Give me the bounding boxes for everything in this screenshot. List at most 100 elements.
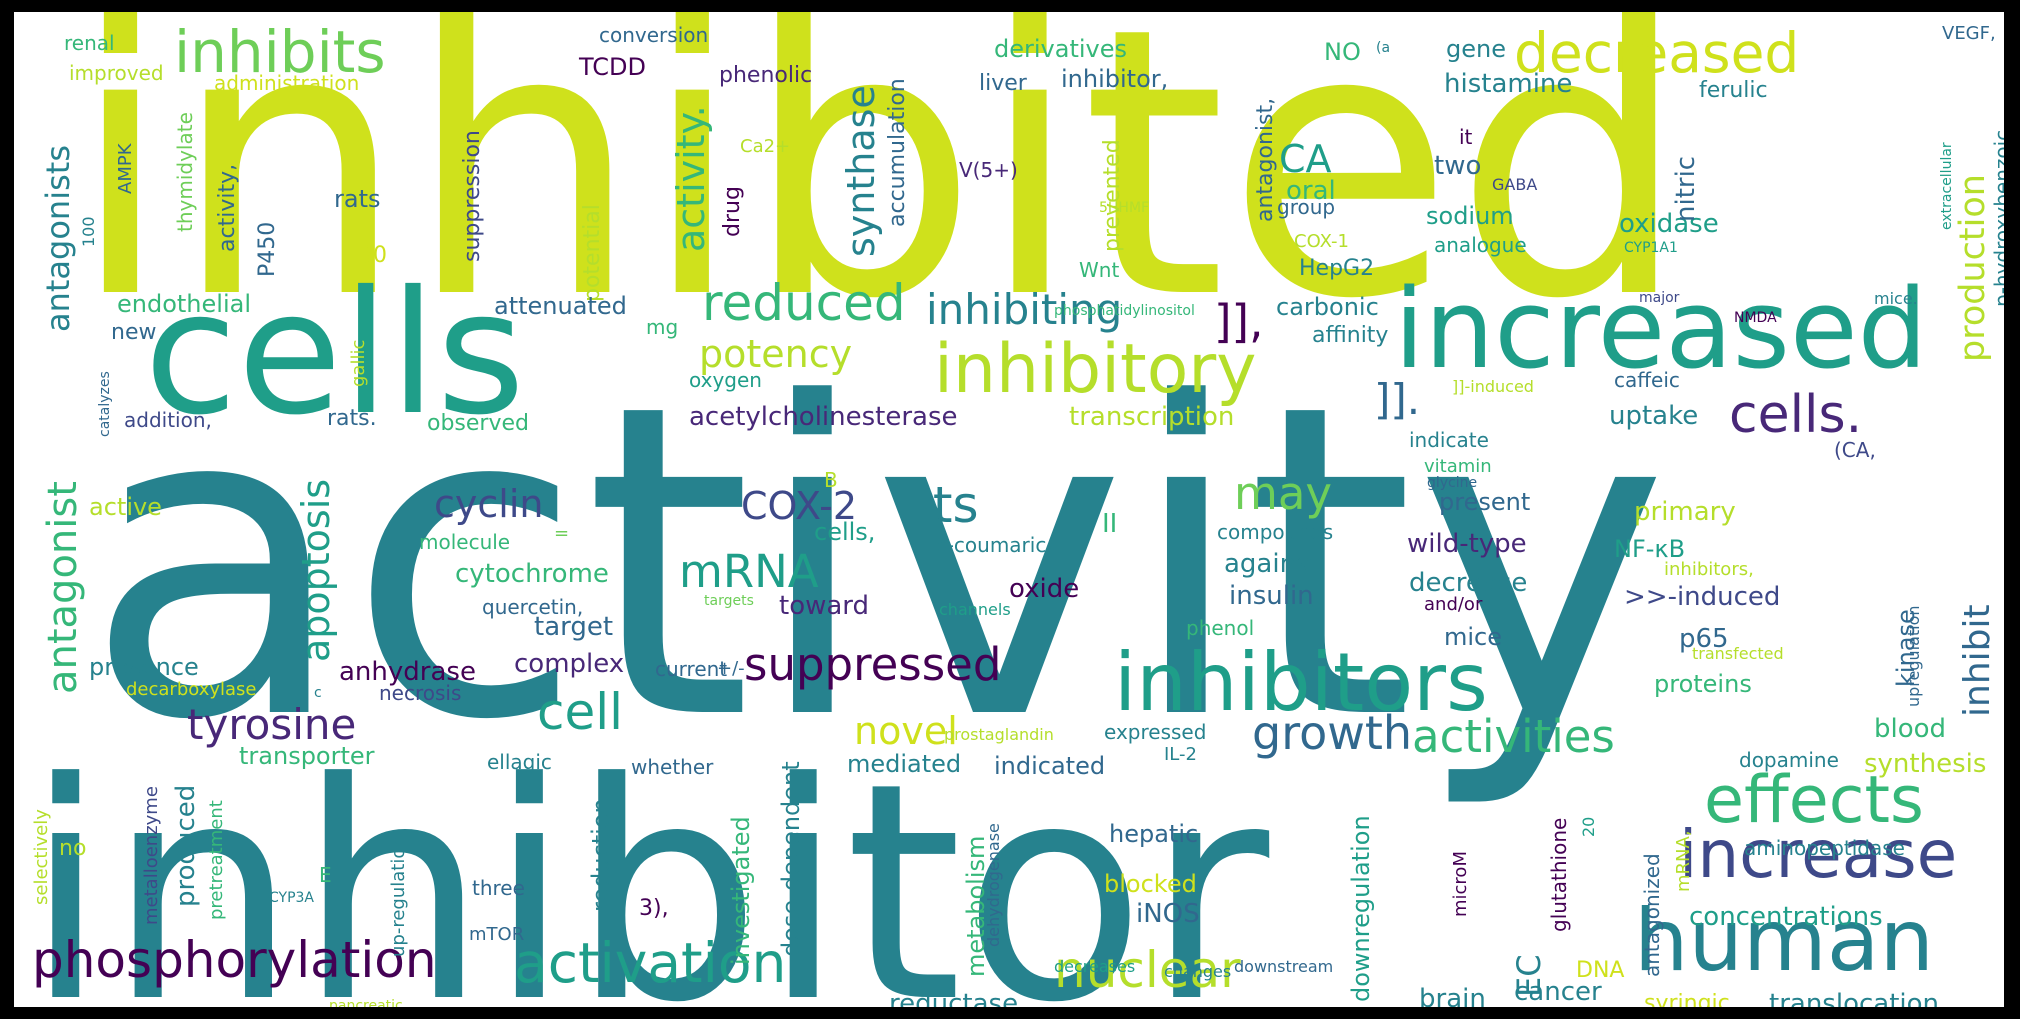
word-presence: presence	[89, 653, 199, 681]
word-carbonic: carbonic	[1276, 293, 1379, 321]
word-inhibits: inhibits	[174, 18, 386, 86]
word-mtor: mTOR	[469, 924, 524, 945]
word-v-5: V(5+)	[959, 158, 1018, 182]
word-against: against	[1224, 549, 1320, 579]
word-tcdd: TCDD	[578, 53, 646, 81]
word-cyclin: cyclin	[434, 482, 543, 526]
word-affinity: affinity	[1312, 323, 1388, 348]
word-30: 30	[359, 243, 387, 268]
word-two: two	[1434, 151, 1481, 181]
word-renal: renal	[64, 31, 115, 55]
word-activation: activation	[514, 931, 786, 995]
word-transporter: transporter	[239, 742, 375, 770]
word-antagonists: antagonists	[39, 145, 77, 332]
word-synthesis: synthesis	[1864, 749, 1986, 779]
word-symbol: =	[554, 523, 569, 544]
word-p65: p65	[1679, 624, 1729, 654]
word-endothelial: endothelial	[117, 290, 251, 318]
word-molecule: molecule	[419, 530, 510, 554]
word-increased: increased	[1394, 265, 1927, 393]
word-thymidylate: thymidylate	[173, 112, 197, 232]
word-c: c	[314, 685, 322, 701]
word-phosphatidylinositol: phosphatidylinositol	[1054, 303, 1195, 319]
word-ca2: Ca2+	[740, 136, 790, 157]
word-cells: cells	[144, 255, 525, 453]
word-metalloenzyme: metalloenzyme	[141, 786, 162, 925]
word-inhibitors: inhibitors,	[1664, 559, 1754, 580]
word-inhibit: inhibit	[1957, 604, 1998, 717]
word-proteins: proteins	[1654, 670, 1752, 698]
word-pancreatic: pancreatic	[329, 998, 403, 1007]
word-conversion: conversion	[599, 23, 708, 47]
word-cox-1: COX-1	[1294, 231, 1349, 252]
word-cells: cells.	[1729, 385, 1862, 445]
word-expressed: expressed	[1104, 720, 1206, 744]
word-activities: activities	[1412, 710, 1615, 763]
word-observed: observed	[427, 411, 529, 436]
word-selectively: selectively	[31, 809, 52, 905]
word-sodium: sodium	[1426, 202, 1514, 230]
word-inhibitors: inhibitors	[1114, 636, 1488, 729]
word-complex: complex	[514, 649, 624, 679]
word-suppression: suppression	[460, 130, 485, 262]
word-suppressed: suppressed	[744, 638, 1001, 691]
word-acetylcholinesterase: acetylcholinesterase	[689, 402, 958, 432]
word-ec: EC	[1510, 954, 1548, 997]
word-improved: improved	[69, 61, 164, 85]
word-dopamine: dopamine	[1739, 748, 1839, 772]
word-induced: >>-induced	[1624, 582, 1780, 612]
word-novel: novel	[854, 709, 958, 753]
word-syringic: syringic	[1644, 991, 1730, 1007]
word-activity: activity	[84, 314, 1669, 814]
word-target: target	[534, 612, 613, 642]
word-inhibiting: inhibiting	[926, 285, 1122, 334]
word-administration: administration	[214, 71, 359, 95]
word-transcription: transcription	[1069, 402, 1234, 432]
word-oxidase: oxidase	[1619, 209, 1719, 239]
word-gaba: GABA	[1492, 175, 1537, 194]
word-cox-2: COX-2	[741, 484, 857, 528]
word-production: production	[1953, 174, 1993, 362]
word-extracellular: extracellular	[1939, 142, 1955, 230]
word-it: it	[1459, 125, 1473, 149]
word-cloud: activity inhibited inhibitor cells increased…	[14, 12, 2004, 1007]
word-brain: brain	[1419, 984, 1486, 1007]
word-whether: whether	[631, 755, 714, 779]
word-reductase: reductase	[889, 989, 1018, 1007]
word-potency: potency	[699, 332, 852, 376]
word-concentrations: concentrations	[1689, 902, 1883, 932]
word-mice: mice	[1444, 623, 1502, 651]
word-major: major	[1639, 290, 1680, 306]
word-prostaglandin: prostaglandin	[944, 725, 1054, 744]
word-microm: microM	[1450, 851, 1471, 917]
word-mice: mice.	[1874, 289, 1918, 308]
word-caffeic: caffeic	[1614, 368, 1680, 392]
word-pretreatment: pretreatment	[206, 800, 227, 920]
word-dose-dependent: dose-dependent	[777, 761, 805, 957]
word-up-regulation: up-regulation	[388, 836, 409, 957]
word-drug: drug	[720, 186, 745, 237]
word-group: group	[1277, 195, 1335, 219]
word-apoptosis: apoptosis	[294, 479, 338, 662]
word-downregulation: downregulation	[1347, 815, 1375, 1002]
word-dehydrogenase: dehydrogenase	[984, 823, 1003, 947]
word-antagonized: antagonized	[1640, 853, 1664, 977]
word-oxide: oxide	[1009, 574, 1079, 604]
word-reduced: reduced	[702, 274, 906, 332]
word-tyrosine: tyrosine	[187, 700, 356, 749]
word-ii: II	[1102, 509, 1117, 539]
word-attenuated: attenuated	[494, 292, 627, 320]
word-cyp3a: CYP3A	[269, 890, 314, 906]
word-phenol: phenol	[1186, 616, 1254, 640]
word-dna: DNA	[1576, 958, 1624, 983]
word-may: may	[1234, 467, 1332, 520]
word-catalyzes: catalyzes	[97, 371, 113, 437]
word-current: current	[655, 657, 727, 681]
word-addition: addition,	[124, 408, 212, 432]
word-e: E	[319, 863, 332, 887]
word-phenolic: phenolic	[719, 63, 812, 88]
word-gene: gene	[1446, 35, 1506, 63]
word-cyp1a1: CYP1A1	[1624, 240, 1678, 256]
word-decarboxylase: decarboxylase	[126, 679, 257, 700]
